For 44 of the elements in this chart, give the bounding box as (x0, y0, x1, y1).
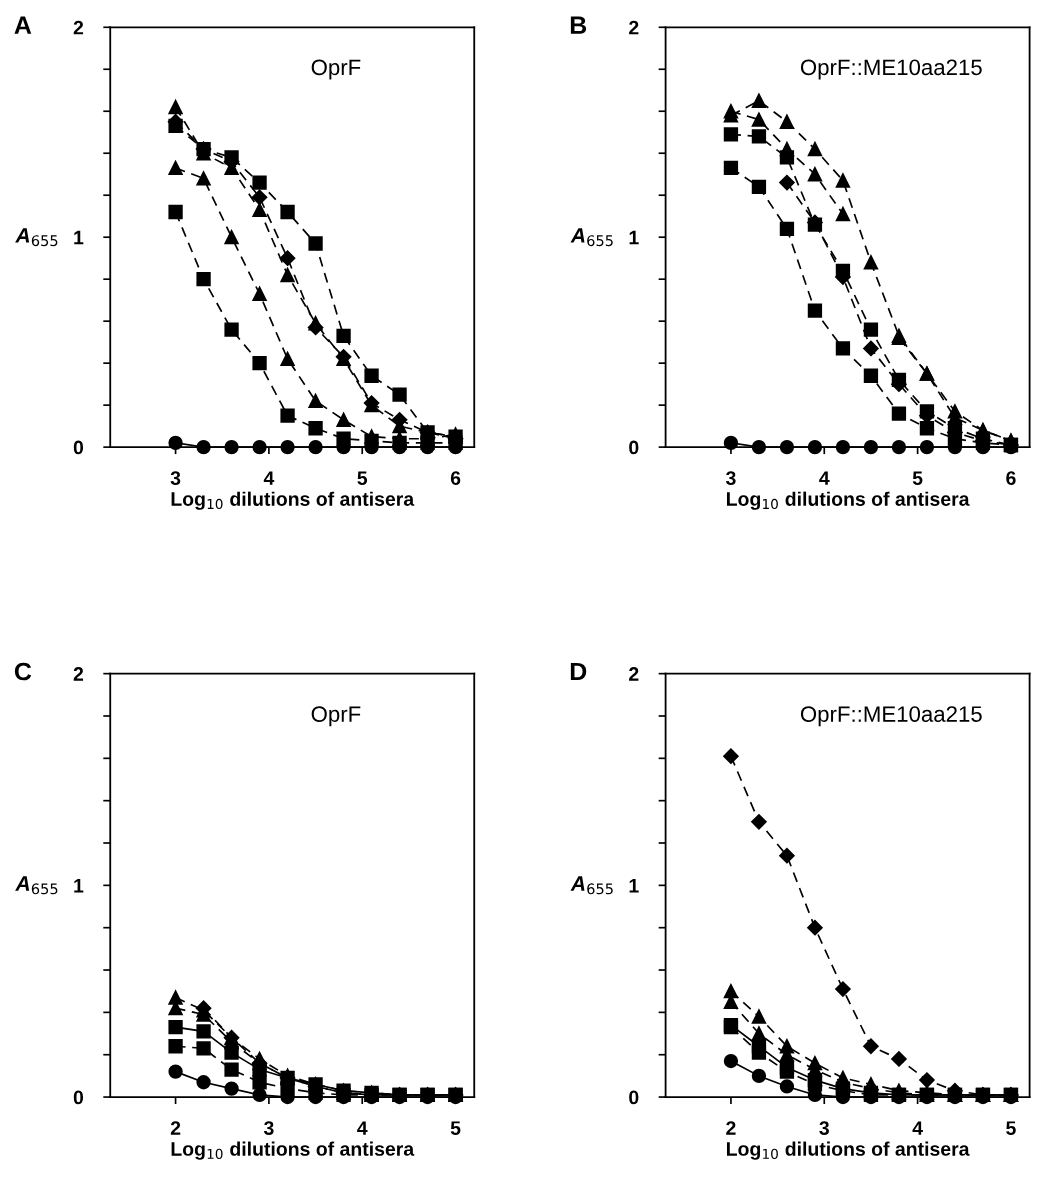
x-tick-label: 4 (912, 1121, 923, 1135)
x-tick-label: 5 (450, 1121, 461, 1135)
y-axis-title: A$_{655}$ (15, 228, 58, 247)
text: D (570, 662, 587, 681)
x-tick-label: 2 (170, 1121, 181, 1135)
y-tick-label: 0 (629, 1090, 639, 1105)
annotation: OprF::ME10aa215 (800, 59, 982, 80)
x-tick-label: 6 (1006, 471, 1016, 486)
y-axis-title: A$_{655}$ (570, 228, 613, 247)
x-tick-label: 2 (726, 1121, 736, 1135)
y-tick-label: 0 (73, 440, 84, 455)
y-tick-label: 1 (629, 879, 639, 893)
x-tick-label: 6 (450, 471, 461, 486)
text: C (14, 662, 32, 681)
x-axis-title: Log$_{10}$ dilutions of antisera (171, 491, 415, 510)
annotation: OprF::ME10aa215 (800, 706, 982, 727)
y-tick-label: 2 (73, 20, 84, 35)
x-tick-label: 4 (357, 1121, 368, 1135)
x-tick-label: 5 (1006, 1121, 1016, 1135)
y-tick-label: 1 (74, 230, 84, 245)
y-axis-title: A$_{655}$ (570, 876, 613, 895)
y-tick-label: 0 (629, 440, 639, 455)
x-axis-title: Log$_{10}$ dilutions of antisera (171, 1141, 415, 1160)
y-tick-label: 2 (629, 667, 639, 681)
x-tick-label: 3 (819, 1121, 829, 1135)
x-tick-label: 5 (912, 471, 923, 486)
y-tick-label: 2 (629, 20, 639, 35)
text: A (14, 16, 32, 34)
y-tick-label: 0 (73, 1090, 84, 1105)
x-tick-label: 4 (263, 471, 275, 485)
x-tick-label: 5 (357, 471, 368, 486)
x-tick-label: 3 (263, 1121, 274, 1135)
x-tick-label: 4 (819, 471, 830, 485)
annotation: OprF (311, 706, 361, 727)
y-tick-label: 1 (74, 879, 84, 893)
x-axis-title: Log$_{10}$ dilutions of antisera (726, 491, 970, 510)
text: B (570, 16, 587, 34)
y-axis-title: A$_{655}$ (15, 876, 58, 895)
annotation: OprF (311, 59, 361, 80)
y-tick-label: 1 (629, 230, 639, 245)
x-tick-label: 3 (725, 471, 736, 486)
y-tick-label: 2 (73, 667, 84, 681)
x-tick-label: 3 (170, 471, 181, 486)
x-axis-title: Log$_{10}$ dilutions of antisera (726, 1141, 970, 1160)
